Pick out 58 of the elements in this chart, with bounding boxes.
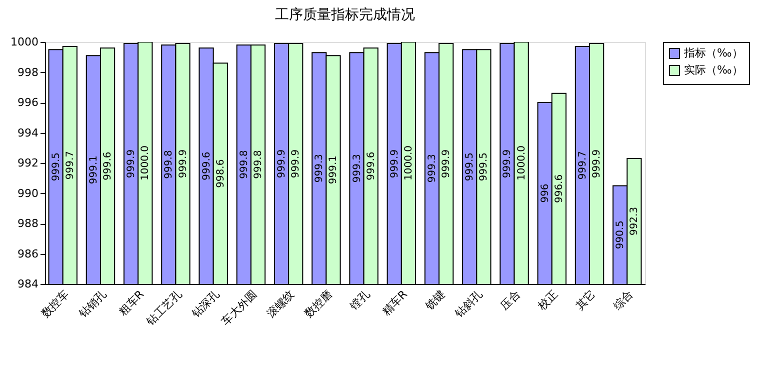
data-label: 999.3 — [426, 154, 438, 183]
data-label: 1000.0 — [403, 146, 414, 180]
data-label: 1000.0 — [516, 146, 528, 180]
data-label: 999.9 — [276, 149, 288, 178]
y-tick-label: 996 — [18, 96, 38, 109]
x-tick-label: 数控磨 — [302, 288, 335, 320]
data-label: 999.9 — [178, 149, 189, 178]
x-tick-label: 车大外圆 — [219, 288, 260, 328]
data-label: 999.8 — [253, 150, 264, 179]
x-tick-label: 钻销孔 — [76, 288, 109, 322]
y-tick-label: 994 — [18, 126, 38, 140]
data-label: 999.5 — [478, 152, 490, 182]
data-label: 999.6 — [366, 152, 377, 180]
data-label: 996.6 — [554, 174, 565, 204]
y-tick-label: 1000 — [10, 36, 38, 48]
x-tick-label: 钻斜孔 — [452, 288, 486, 322]
x-tick-label: 综合 — [610, 288, 636, 313]
data-label: 999.9 — [502, 149, 514, 178]
data-label: 998.6 — [215, 159, 226, 188]
x-tick-label: 其它 — [573, 288, 598, 313]
x-tick-label: 镗孔 — [346, 288, 372, 314]
data-label: 999.8 — [164, 150, 175, 179]
data-label: 999.5 — [464, 152, 476, 182]
data-label: 999.9 — [389, 149, 400, 178]
data-label: 999.1 — [328, 155, 340, 184]
y-tick-label: 990 — [18, 186, 38, 200]
x-tick-label: 精车R — [380, 288, 410, 318]
data-label: 999.6 — [201, 152, 212, 180]
data-label: 999.3 — [352, 154, 363, 183]
y-tick-label: 992 — [18, 156, 38, 170]
data-label: 999.9 — [592, 149, 603, 178]
data-label: 999.5 — [50, 152, 62, 182]
y-tick-label: 984 — [18, 278, 38, 290]
data-label: 996 — [540, 184, 551, 203]
data-label: 990.5 — [615, 220, 626, 250]
x-tick-label: 压合 — [498, 288, 523, 313]
y-tick-label: 988 — [18, 217, 38, 230]
x-tick-label: 铣键 — [422, 288, 448, 314]
data-label: 999.1 — [88, 155, 100, 184]
x-tick-label: 校正 — [534, 288, 560, 314]
data-label: 999.7 — [577, 150, 588, 180]
data-label: 999.7 — [64, 150, 76, 180]
y-tick-label: 998 — [18, 66, 38, 79]
data-label: 999.6 — [102, 152, 114, 180]
data-label: 1000.0 — [140, 146, 152, 180]
y-tick-label: 986 — [18, 247, 38, 260]
x-tick-label: 滚螺纹 — [264, 288, 298, 320]
data-label: 999.9 — [126, 149, 138, 178]
legend-label: 实际（‰） — [684, 64, 743, 76]
x-tick-label: 数控车 — [38, 288, 72, 320]
legend-label: 指标（‰） — [683, 46, 743, 60]
data-label: 999.3 — [314, 154, 326, 183]
x-tick-label: 钻深孔 — [188, 288, 222, 322]
data-label: 992.3 — [629, 206, 640, 236]
data-label: 999.9 — [290, 149, 302, 178]
chart-title: 工序质量指标完成情况 — [275, 7, 415, 23]
data-label: 999.9 — [441, 149, 452, 178]
data-label: 999.8 — [238, 150, 250, 179]
